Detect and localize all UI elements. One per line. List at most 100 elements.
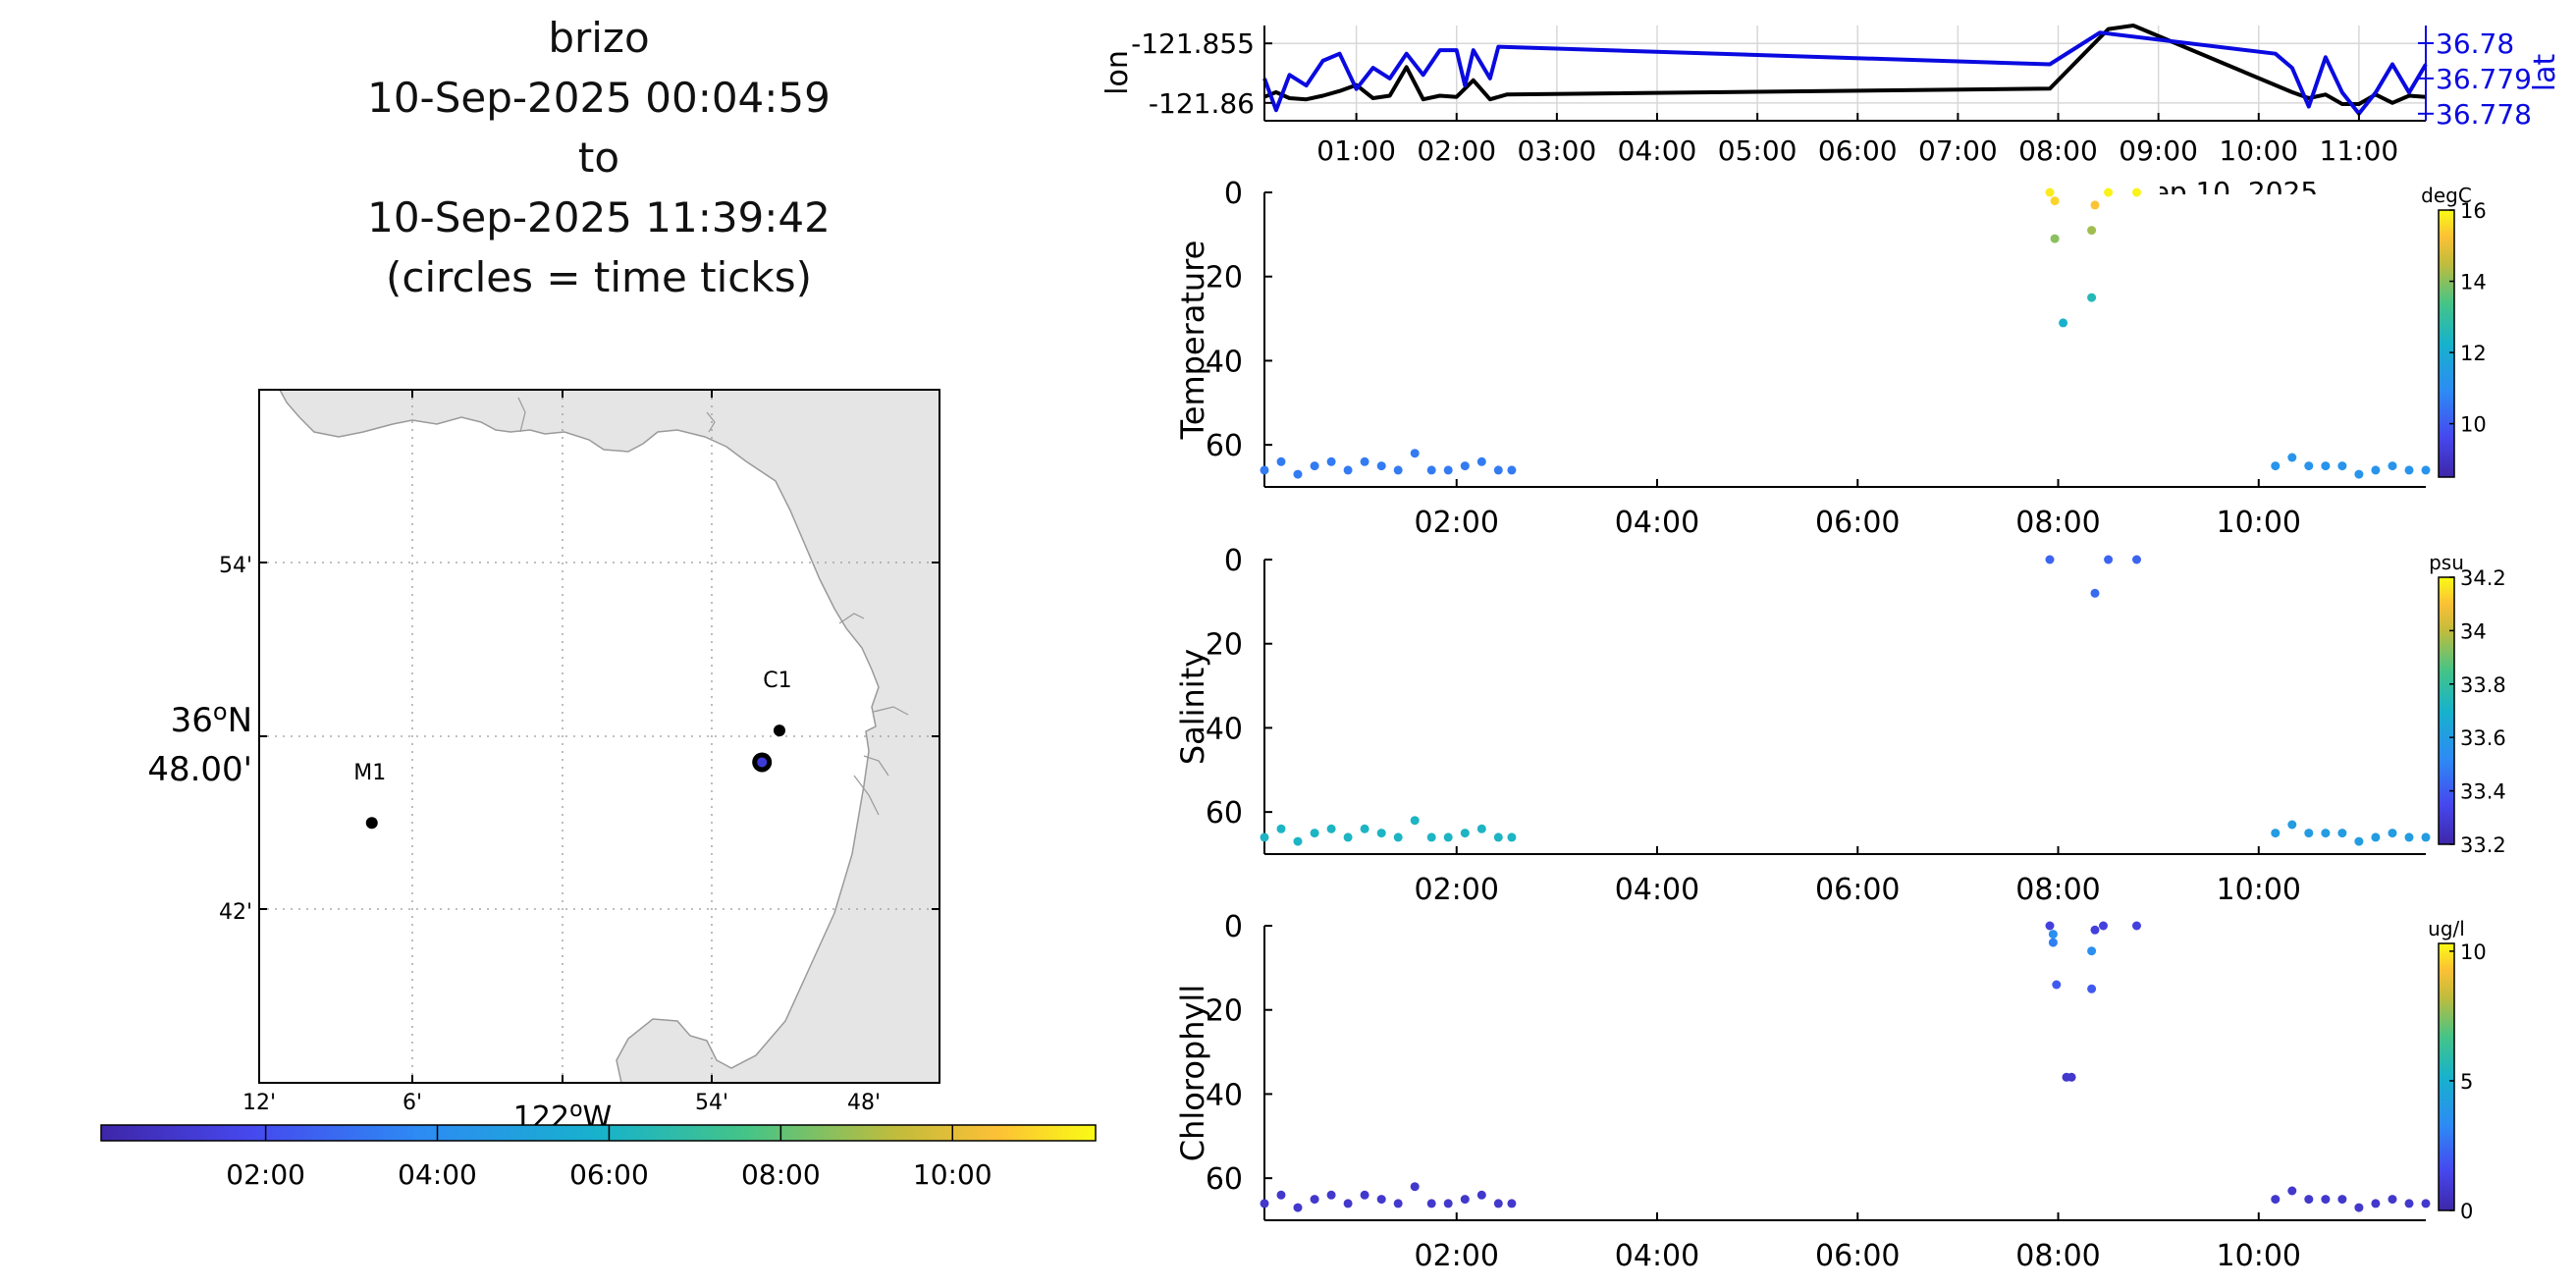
colorbar-tick-label: 33.2	[2460, 833, 2506, 857]
time-tick-label: 10:00	[2219, 134, 2298, 167]
plot-title: brizo 10-Sep-2025 00:04:59 to 10-Sep-202…	[236, 8, 962, 307]
colorbar-unit-label: degC	[2421, 184, 2472, 207]
lat-tick-label: 36.778	[2436, 98, 2532, 131]
scatter-point	[2045, 921, 2055, 931]
scatter-point	[1376, 1195, 1386, 1205]
scatter-point	[1343, 832, 1353, 842]
map-colorbar-tick-label: 10:00	[913, 1158, 993, 1191]
scatter-point	[2090, 925, 2100, 935]
scatter-point	[2045, 555, 2055, 564]
scatter-point	[2354, 1203, 2364, 1212]
colorbar-tick-label: 10	[2460, 413, 2487, 437]
scatter-point	[1393, 1199, 1403, 1208]
map-colorbar-tick-label: 08:00	[741, 1158, 821, 1191]
lon-lat-grid	[1264, 26, 2426, 121]
map-marks: M1 C1	[353, 669, 792, 830]
scatter-point	[2132, 555, 2141, 564]
time-tick-label: 10:00	[2217, 873, 2301, 907]
scatter-point	[2321, 461, 2331, 471]
scatter-point	[1493, 1199, 1503, 1208]
scatter-point	[1493, 465, 1503, 475]
map-panel: 54' 36oN 48.00' 42' 12' 6' 54' 48' 122oW…	[147, 389, 940, 1135]
map-lon-tick-12: 12'	[242, 1091, 276, 1115]
station-marker-m1	[365, 817, 378, 830]
scatter-point	[1443, 465, 1453, 475]
lat-axis-label: lat	[2528, 54, 2562, 92]
colorbar-tick-label: 10	[2460, 940, 2487, 964]
scatter-point	[1326, 824, 1336, 833]
scatter-point	[2052, 980, 2062, 990]
map-land	[278, 389, 940, 1084]
scatter-point	[2337, 461, 2347, 471]
scatter-panel-temperature: 0 20 40 60 02:00 04:00 06:00 08:00 10:00 Temperat…	[1174, 177, 2487, 540]
station-label-c1: C1	[763, 669, 791, 693]
depth-tick-label: 0	[1224, 544, 1243, 578]
scatter-ylabel: Salinity	[1174, 649, 1211, 765]
colorbar-tick-label: 33.8	[2460, 673, 2506, 697]
time-tick-label: 04:00	[1615, 873, 1699, 907]
scatter-point	[1376, 829, 1386, 838]
scatter-point	[1426, 465, 1436, 475]
date-label: Sep 10, 2025	[2135, 176, 2318, 208]
station-label-m1: M1	[353, 761, 386, 785]
depth-scatter-panels: 0 20 40 60 02:00 04:00 06:00 08:00 10:00 Temperat…	[1174, 177, 2506, 1273]
map-lon-tick-6: 6'	[402, 1091, 422, 1115]
scatter-point	[1276, 456, 1286, 466]
time-tick-label: 05:00	[1718, 134, 1798, 167]
colorbar-tick-label: 16	[2460, 199, 2487, 223]
scatter-point	[1343, 465, 1353, 475]
scatter-point	[1310, 461, 1319, 471]
lat-tick-label: 36.78	[2436, 27, 2514, 60]
scatter-point	[1410, 449, 1420, 458]
time-tick-label: 08:00	[2015, 873, 2100, 907]
time-tick-label: 03:00	[1518, 134, 1597, 167]
scatter-point	[2321, 829, 2331, 838]
map-lat-tick-48: 48.00'	[147, 750, 252, 789]
scatter-point	[1507, 832, 1517, 842]
time-tick-label: 04:00	[1615, 506, 1699, 540]
depth-tick-label: 40	[1206, 712, 1243, 746]
depth-tick-label: 20	[1206, 628, 1243, 663]
scatter-point	[2421, 832, 2431, 842]
time-tick-label: 10:00	[2217, 506, 2301, 540]
depth-tick-label: 60	[1206, 429, 1243, 463]
map-time-colorbar: 02:00 04:00 06:00 08:00 10:00	[100, 1124, 1097, 1191]
scatter-point	[2421, 465, 2431, 475]
scatter-point	[2304, 829, 2314, 838]
depth-tick-label: 40	[1206, 1078, 1243, 1112]
scatter-point	[2271, 1195, 2281, 1205]
scatter-point	[2337, 1195, 2347, 1205]
scatter-point	[2404, 465, 2414, 475]
time-tick-label: 06:00	[1815, 1239, 1900, 1273]
scatter-point	[1443, 1199, 1453, 1208]
colorbar-tick-label: 34.2	[2460, 566, 2506, 590]
lon-lat-axes-box	[1264, 26, 2426, 121]
lon-tick-label: -121.855	[1131, 27, 1255, 60]
time-tick-label: 11:00	[2320, 134, 2399, 167]
scatter-point	[1310, 1195, 1319, 1205]
scatter-point	[1260, 832, 1269, 842]
scatter-point	[2371, 465, 2381, 475]
scatter-point	[2304, 1195, 2314, 1205]
map-lon-tick-48: 48'	[847, 1091, 881, 1115]
scatter-colorbar	[2438, 942, 2455, 1211]
map-lon-tick-54: 54'	[695, 1091, 728, 1115]
scatter-point	[2048, 930, 2058, 939]
scatter-point	[2388, 1195, 2397, 1205]
lat-series-line	[1262, 30, 2428, 116]
scatter-point	[2388, 461, 2397, 471]
map-colorbar-tick-label: 06:00	[569, 1158, 649, 1191]
scatter-point	[2050, 196, 2060, 206]
map-lat-tick-54: 54'	[219, 554, 252, 578]
scatter-point	[2087, 946, 2097, 956]
colorbar-tick-label: 5	[2460, 1070, 2473, 1094]
scatter-point	[2048, 938, 2058, 947]
scatter-point	[2371, 832, 2381, 842]
colorbar-unit-label: psu	[2429, 551, 2464, 574]
scatter-ylabel: Chlorophyll	[1174, 985, 1211, 1161]
scatter-point	[2354, 836, 2364, 846]
time-tick-label: 04:00	[1615, 1239, 1699, 1273]
scatter-point	[1276, 824, 1286, 833]
scatter-point	[1376, 461, 1386, 471]
